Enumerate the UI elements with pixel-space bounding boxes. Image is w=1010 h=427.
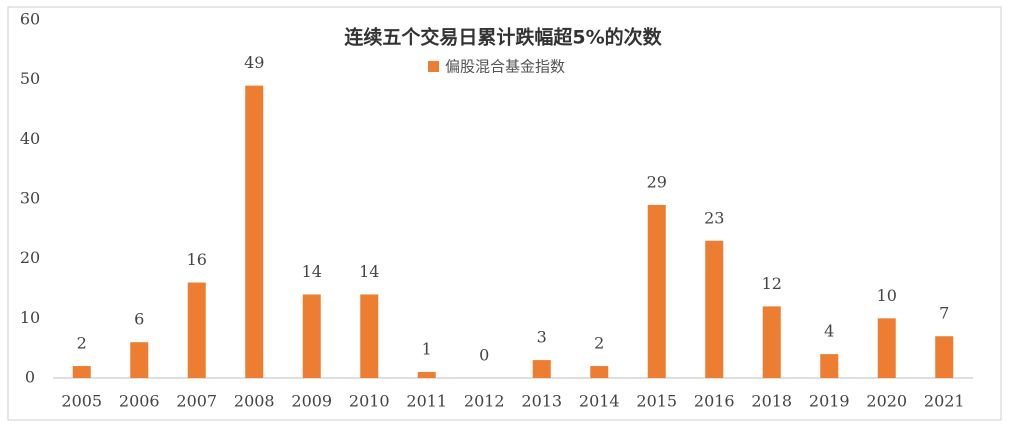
x-tick-label: 2011 bbox=[406, 392, 447, 411]
bar bbox=[187, 282, 206, 378]
data-label: 10 bbox=[877, 286, 897, 305]
bar bbox=[820, 354, 839, 378]
chart-border bbox=[7, 6, 1002, 421]
y-tick-label: 0 bbox=[25, 368, 35, 387]
data-label: 2 bbox=[77, 334, 87, 353]
bar bbox=[935, 336, 954, 378]
y-tick-label: 40 bbox=[20, 129, 40, 148]
legend-swatch bbox=[428, 61, 439, 72]
x-tick-label: 2007 bbox=[176, 392, 217, 411]
y-tick-label: 50 bbox=[20, 69, 40, 88]
bar bbox=[532, 360, 551, 378]
data-label: 12 bbox=[762, 274, 782, 293]
bar bbox=[130, 342, 149, 378]
bar bbox=[762, 306, 781, 378]
x-tick-label: 2009 bbox=[291, 392, 332, 411]
bar bbox=[590, 366, 609, 378]
bar bbox=[705, 240, 724, 378]
x-tick-label: 2012 bbox=[464, 392, 505, 411]
legend-label: 偏股混合基金指数 bbox=[445, 58, 565, 76]
bar bbox=[302, 294, 321, 378]
x-tick-label: 2020 bbox=[866, 392, 907, 411]
x-tick-label: 2018 bbox=[751, 392, 792, 411]
bar bbox=[417, 372, 436, 378]
data-label: 16 bbox=[187, 250, 207, 269]
x-tick-label: 2013 bbox=[521, 392, 562, 411]
data-label: 3 bbox=[537, 328, 547, 347]
y-tick-label: 30 bbox=[20, 189, 40, 208]
data-label: 49 bbox=[244, 53, 264, 72]
bar bbox=[245, 85, 264, 378]
y-tick-label: 10 bbox=[20, 308, 40, 327]
data-label: 23 bbox=[704, 208, 724, 227]
chart-title: 连续五个交易日累计跌幅超5%的次数 bbox=[344, 26, 662, 49]
y-tick-label: 20 bbox=[20, 248, 40, 267]
bar bbox=[72, 366, 91, 378]
bar bbox=[877, 318, 896, 378]
x-tick-label: 2015 bbox=[636, 392, 677, 411]
x-tick-label: 2008 bbox=[234, 392, 275, 411]
data-label: 2 bbox=[594, 334, 604, 353]
x-tick-label: 2014 bbox=[579, 392, 620, 411]
x-tick-label: 2010 bbox=[349, 392, 390, 411]
bar bbox=[647, 204, 666, 378]
x-tick-label: 2019 bbox=[809, 392, 850, 411]
data-label: 14 bbox=[302, 262, 322, 281]
data-label: 7 bbox=[939, 304, 949, 323]
x-tick-label: 2016 bbox=[694, 392, 735, 411]
data-label: 29 bbox=[647, 172, 667, 191]
data-label: 4 bbox=[824, 322, 834, 341]
data-label: 1 bbox=[422, 340, 432, 359]
x-tick-label: 2021 bbox=[924, 392, 965, 411]
x-tick-label: 2005 bbox=[61, 392, 102, 411]
x-tick-label: 2006 bbox=[119, 392, 160, 411]
data-label: 14 bbox=[359, 262, 379, 281]
data-label: 6 bbox=[134, 310, 144, 329]
data-label: 0 bbox=[479, 346, 489, 365]
bar bbox=[360, 294, 379, 378]
y-tick-label: 60 bbox=[20, 10, 40, 29]
